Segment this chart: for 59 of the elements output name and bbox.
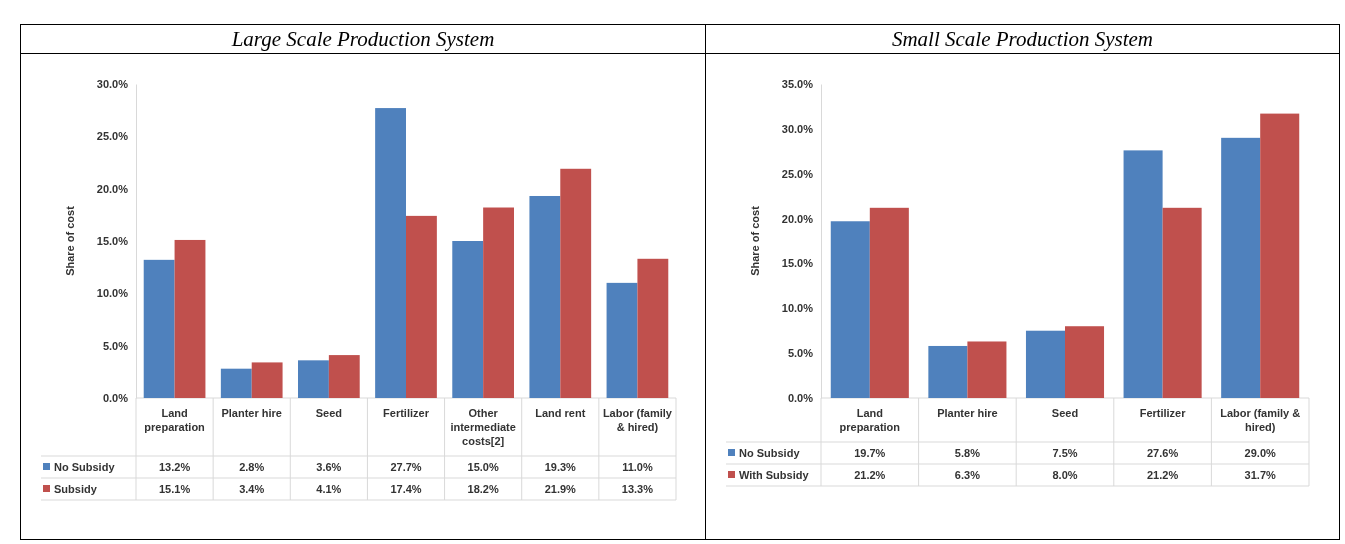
data-label: 13.2% [158, 461, 191, 473]
data-label: 29.0% [1244, 447, 1277, 459]
data-label: 15.1% [158, 483, 191, 495]
x-tick-label: Seed [315, 407, 343, 419]
y-tick-label: 25.0% [96, 130, 129, 143]
y-axis-title: Share of cost [64, 205, 76, 276]
y-axis-title: Share of cost [749, 205, 761, 276]
data-label: 15.0% [467, 461, 499, 473]
data-label: 6.3% [954, 469, 981, 481]
y-tick-label: 35.0% [781, 78, 814, 91]
chart-title: Small Scale Production System [706, 25, 1339, 54]
y-tick-label: 15.0% [96, 235, 129, 248]
y-tick-label: 10.0% [96, 287, 129, 300]
x-tick-label: Planter hire [221, 407, 282, 419]
y-tick-label: 5.0% [787, 347, 814, 360]
data-label: 27.6% [1147, 447, 1179, 459]
x-tick-label: Planter hire [937, 407, 998, 419]
data-label: 11.0% [622, 461, 653, 473]
data-label: 7.5% [1052, 447, 1078, 459]
y-tick-label: 30.0% [96, 78, 129, 91]
x-tick-label: Fertilizer [383, 407, 430, 419]
data-label: 4.1% [316, 483, 342, 495]
data-label: 2.8% [239, 461, 265, 473]
chart-title: Large Scale Production System [21, 25, 705, 54]
data-label: 17.4% [390, 483, 422, 495]
data-label: 8.0% [1052, 469, 1078, 481]
legend-label: No Subsidy [54, 461, 116, 473]
data-label: 3.4% [239, 483, 265, 495]
legend-label: With Subsidy [739, 469, 810, 481]
data-label: 5.8% [954, 447, 981, 459]
x-tick-label: Land preparation [144, 407, 206, 433]
y-tick-label: 20.0% [781, 212, 814, 225]
data-label: 13.3% [621, 483, 654, 495]
data-label: 31.7% [1244, 469, 1277, 481]
legend-label: No Subsidy [739, 447, 801, 459]
y-tick-label: 0.0% [102, 392, 129, 405]
y-tick-label: 20.0% [96, 182, 129, 195]
y-tick-label: 10.0% [781, 302, 814, 315]
x-tick-label: Labor (family & hired) [1220, 407, 1301, 433]
y-tick-label: 15.0% [781, 257, 814, 270]
x-tick-label: Other intermediate costs[2] [450, 407, 516, 447]
data-label: 21.2% [854, 469, 886, 481]
y-tick-label: 0.0% [787, 392, 814, 405]
data-label: 18.2% [467, 483, 499, 495]
x-tick-label: Labor (family & hired) [602, 407, 673, 433]
x-tick-label: Land rent [535, 407, 586, 419]
legend-label: Subsidy [54, 483, 98, 495]
x-tick-label: Land preparation [839, 407, 901, 433]
data-label: 21.2% [1147, 469, 1179, 481]
y-tick-label: 30.0% [781, 122, 814, 135]
data-label: 19.3% [544, 461, 577, 473]
data-label: 19.7% [854, 447, 886, 459]
data-label: 27.7% [390, 461, 422, 473]
y-tick-label: 25.0% [781, 167, 814, 180]
x-tick-label: Fertilizer [1139, 407, 1187, 419]
x-tick-label: Seed [1051, 407, 1079, 419]
data-label: 21.9% [544, 483, 577, 495]
data-label: 3.6% [316, 461, 342, 473]
y-tick-label: 5.0% [102, 339, 129, 352]
